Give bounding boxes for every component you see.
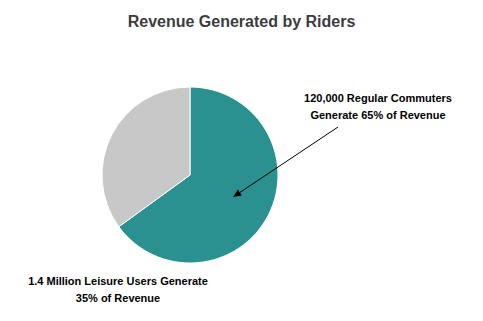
svg-text:35% of Revenue: 35% of Revenue [76, 292, 160, 304]
svg-text:Revenue Generated by Riders: Revenue Generated by Riders [128, 13, 356, 30]
svg-text:1.4 Million Leisure Users Gene: 1.4 Million Leisure Users Generate [28, 275, 208, 287]
svg-text:Generate 65% of Revenue: Generate 65% of Revenue [310, 109, 445, 121]
svg-text:120,000 Regular Commuters: 120,000 Regular Commuters [304, 92, 452, 104]
